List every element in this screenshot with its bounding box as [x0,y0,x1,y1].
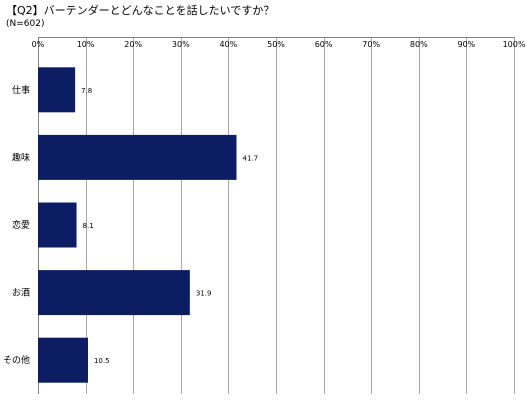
x-tick-label: 50% [267,40,285,49]
category-label: その他 [3,354,30,366]
bar [38,270,190,316]
category-label: お酒 [12,288,30,299]
bars [38,67,237,383]
x-tick-labels: 0% 10% 20% 30% 40% 50% 60% 70% 80% 90% 100% [32,40,526,49]
x-tick-label: 30% [172,40,190,49]
x-tick-label: 10% [77,40,95,49]
x-tick-label: 20% [124,40,142,49]
data-label: 7.8 [81,87,92,95]
gridlines [38,37,515,394]
chart-title: 【Q2】バーテンダーとどんなことを話したいですか？ [6,4,275,17]
data-label: 31.9 [196,290,212,298]
bar [38,202,77,248]
data-labels: 7.8 41.7 8.1 31.9 10.5 [81,87,258,365]
bar [38,134,237,180]
x-tick-label: 60% [315,40,333,49]
category-label: 仕事 [12,84,30,96]
x-tick-label: 90% [458,40,476,49]
chart-subtitle: (N=602) [6,19,45,29]
bar [38,67,76,113]
x-tick-label: 0% [32,40,45,49]
x-tick-label: 80% [410,40,428,49]
x-tick-label: 40% [220,40,238,49]
category-label: 恋愛 [12,219,30,231]
data-label: 41.7 [242,154,258,162]
data-label: 8.1 [83,222,94,230]
x-tick-label: 70% [362,40,380,49]
x-tick-label: 100% [503,40,526,49]
category-label: 趣味 [12,151,30,163]
data-label: 10.5 [94,357,110,365]
bar [38,337,88,383]
